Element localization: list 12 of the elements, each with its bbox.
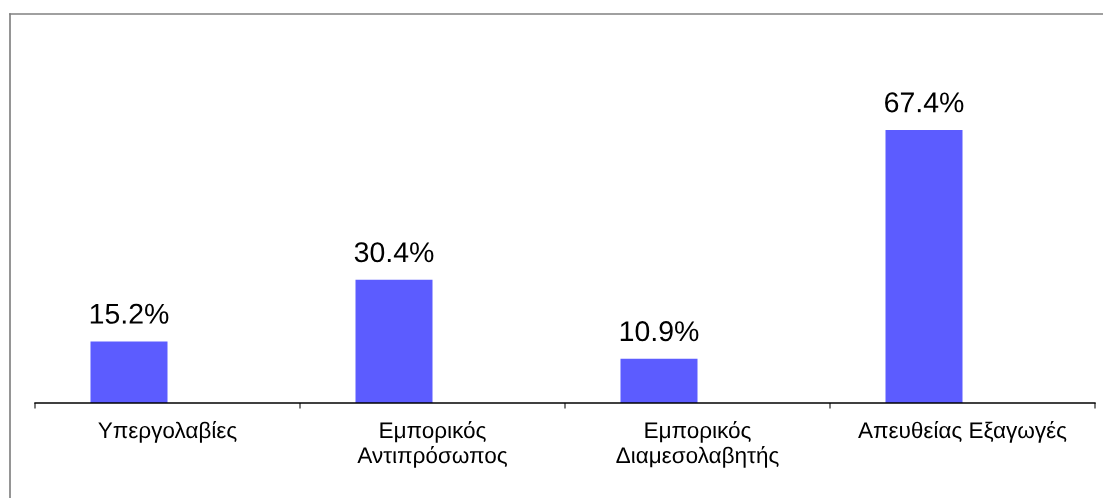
- bar: [885, 130, 963, 403]
- data-label: 15.2%: [90, 303, 169, 324]
- x-tick-label: Υπεργολαβίες: [98, 421, 237, 443]
- x-tick-label: Απευθείας Εξαγωγές: [858, 421, 1067, 443]
- bar: [620, 358, 698, 403]
- x-tick-label: Εμπορικός Διαμεσολαβητής: [616, 421, 779, 468]
- data-label: 30.4%: [354, 242, 434, 263]
- data-label: 10.9%: [620, 321, 699, 342]
- bar: [90, 341, 168, 403]
- bar: [355, 279, 433, 403]
- data-label: 67.4%: [885, 92, 964, 113]
- x-tick-label: Εμπορικός Αντιπρόσωπος: [357, 421, 507, 468]
